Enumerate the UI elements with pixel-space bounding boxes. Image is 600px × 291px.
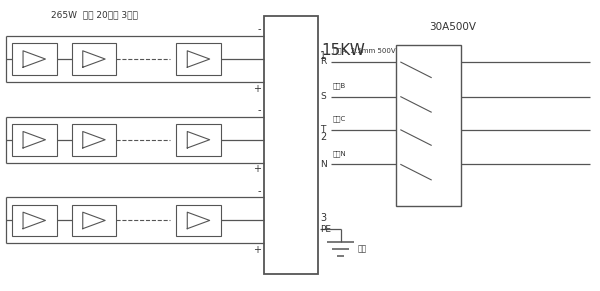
Text: S: S <box>320 92 326 101</box>
Text: 相线A  2.5mm 500V: 相线A 2.5mm 500V <box>333 48 395 54</box>
Bar <box>176 205 221 236</box>
Bar <box>12 205 56 236</box>
Text: 265W  组件 20串联 3并联: 265W 组件 20串联 3并联 <box>50 10 137 19</box>
Text: 3: 3 <box>320 212 326 223</box>
Text: +: + <box>253 245 261 255</box>
Text: 接地: 接地 <box>358 245 367 254</box>
Text: 相线C: 相线C <box>333 116 346 122</box>
Text: +: + <box>253 84 261 93</box>
Text: 30A500V: 30A500V <box>429 22 476 32</box>
Text: T: T <box>320 125 326 134</box>
Text: +: + <box>253 164 261 174</box>
Bar <box>71 205 116 236</box>
Bar <box>71 124 116 156</box>
Text: 15KW: 15KW <box>321 43 365 58</box>
Bar <box>12 124 56 156</box>
Bar <box>395 45 461 206</box>
Text: -: - <box>257 105 261 115</box>
Text: -: - <box>257 186 261 196</box>
Bar <box>176 43 221 75</box>
Text: -: - <box>257 24 261 35</box>
Bar <box>12 43 56 75</box>
Bar <box>264 16 318 274</box>
Bar <box>176 124 221 156</box>
Text: PE: PE <box>320 225 331 234</box>
Text: 1: 1 <box>320 51 326 61</box>
Text: 零线N: 零线N <box>333 150 347 157</box>
Text: N: N <box>320 160 327 169</box>
Text: 相线B: 相线B <box>333 82 346 89</box>
Text: 2: 2 <box>320 132 326 142</box>
Bar <box>71 43 116 75</box>
Text: R: R <box>320 57 326 66</box>
